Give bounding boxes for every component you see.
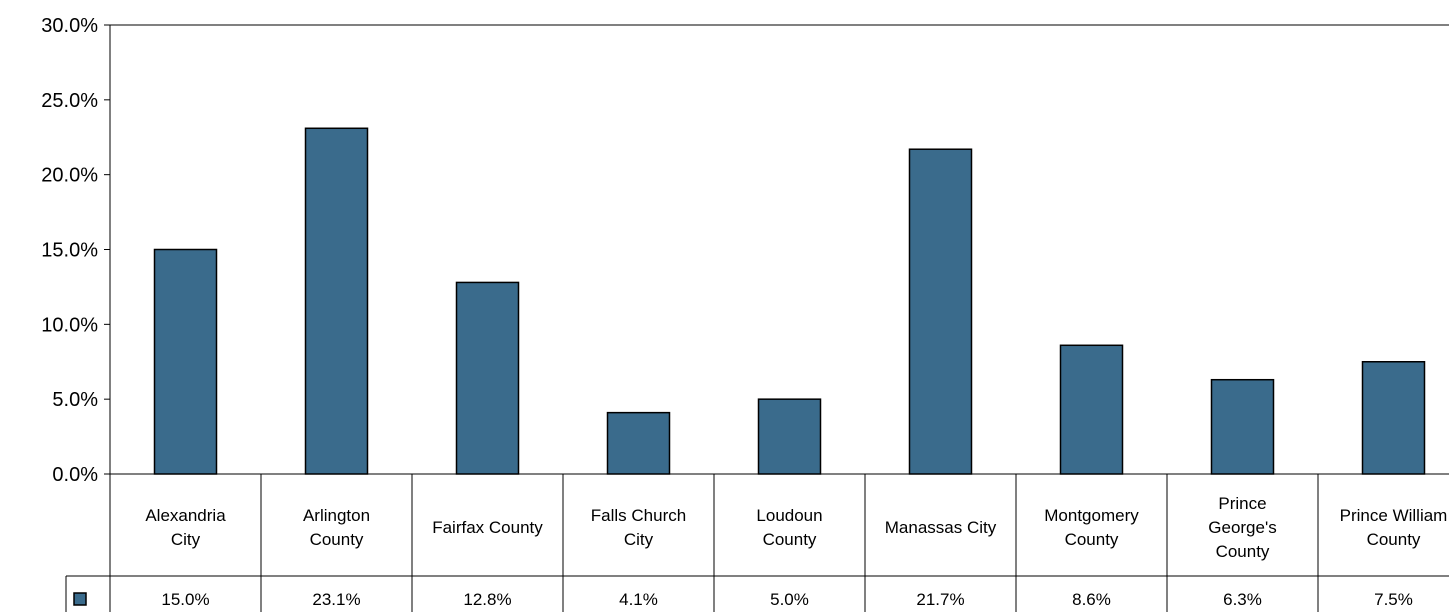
bar: [304, 127, 369, 475]
y-axis: 0.0% 5.0% 10.0% 15.0% 20.0% 25.0% 30.0%: [41, 15, 1449, 612]
category-label: Prince George's County: [1208, 494, 1276, 561]
y-tick-label: 30.0%: [41, 15, 98, 37]
bar: [1059, 344, 1124, 475]
category-label: Montgomery County: [1044, 506, 1139, 549]
data-table-value: 4.1%: [619, 590, 658, 609]
y-tick-label: 5.0%: [52, 389, 98, 411]
bar: [606, 411, 671, 475]
y-tick-label: 20.0%: [41, 165, 98, 187]
y-tick-label: 15.0%: [41, 240, 98, 262]
data-table-value: 5.0%: [770, 590, 809, 609]
y-tick-label: 0.0%: [52, 464, 98, 486]
data-table-value: 6.3%: [1223, 590, 1262, 609]
data-table-value: 23.1%: [312, 590, 360, 609]
bar: [455, 281, 520, 475]
data-table-value: 21.7%: [916, 590, 964, 609]
data-table: Alexandria City Arlington County Fairfax Cou…: [65, 473, 1449, 612]
legend-key-swatch: [73, 592, 87, 606]
bars: [153, 127, 1426, 475]
bar: [757, 398, 822, 475]
y-tick-label: 25.0%: [41, 90, 98, 112]
data-table-value: 7.5%: [1374, 590, 1413, 609]
category-label: Manassas City: [885, 518, 997, 537]
bar: [153, 248, 218, 475]
bar: [1361, 361, 1426, 475]
category-label: Falls Church City: [591, 506, 686, 549]
category-label: Arlington County: [303, 506, 370, 549]
category-label: Fairfax County: [432, 518, 543, 537]
category-label: Loudoun County: [756, 506, 822, 549]
bar: [908, 148, 973, 475]
data-table-value: 8.6%: [1072, 590, 1111, 609]
category-label: Prince William County: [1340, 506, 1448, 549]
y-tick-label: 10.0%: [41, 314, 98, 336]
bar: [1210, 378, 1275, 475]
category-label: Alexandria City: [145, 506, 226, 549]
data-table-value: 15.0%: [161, 590, 209, 609]
data-table-value: 12.8%: [463, 590, 511, 609]
